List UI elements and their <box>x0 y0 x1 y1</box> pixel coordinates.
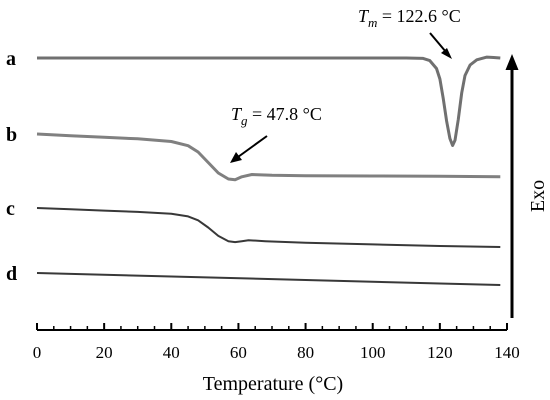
annotation-tm: Tm = 122.6 °C <box>358 6 461 59</box>
series-label-d: d <box>6 263 17 285</box>
annotation-tm-arrowhead-icon <box>441 48 452 59</box>
series-line-a <box>37 55 501 147</box>
annotation-tm-arrow <box>429 32 447 53</box>
x-axis-title: Temperature (°C) <box>203 373 343 395</box>
series-label-b: b <box>6 124 17 146</box>
annotation-tg-text: Tg = 47.8 °C <box>231 104 322 128</box>
x-tick-label: 120 <box>427 343 453 362</box>
exo-arrowhead-icon <box>505 54 519 70</box>
series-line-c <box>36 207 501 248</box>
x-tick-label: 140 <box>494 343 520 362</box>
annotation-tg-arrow <box>237 135 268 158</box>
x-tick-label: 20 <box>96 343 113 362</box>
x-axis: 0 20 40 60 80 100 120 140 <box>33 323 520 362</box>
exo-label: Exo <box>527 180 549 212</box>
annotation-tm-text: Tm = 122.6 °C <box>358 6 461 30</box>
exo-arrow: Exo <box>505 54 549 318</box>
x-tick-label: 40 <box>163 343 180 362</box>
series-label-a: a <box>6 48 16 70</box>
x-tick-label: 0 <box>33 343 42 362</box>
x-tick-label: 80 <box>297 343 314 362</box>
series-group: a b c d <box>6 48 501 286</box>
annotation-tg: Tg = 47.8 °C <box>230 104 322 163</box>
series-label-c: c <box>6 198 15 220</box>
x-tick-label: 60 <box>230 343 247 362</box>
annotation-tg-arrowhead-icon <box>230 152 242 163</box>
x-tick-label: 100 <box>360 343 386 362</box>
series-line-d <box>36 272 501 286</box>
series-line-b <box>36 132 501 182</box>
